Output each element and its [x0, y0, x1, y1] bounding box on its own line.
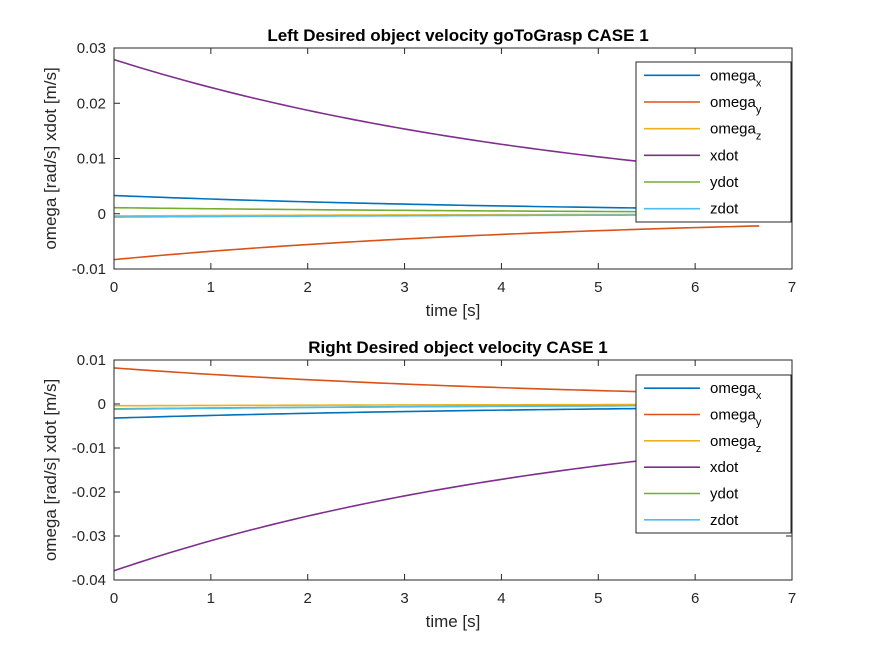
x-tick-label: 6	[691, 279, 699, 296]
x-tick-label: 2	[304, 279, 312, 296]
x-tick-label: 5	[594, 590, 602, 607]
x-axis-label: time [s]	[426, 612, 481, 631]
x-tick-label: 4	[497, 590, 505, 607]
x-tick-label: 1	[207, 590, 215, 607]
legend-entry-label: xdot	[710, 147, 739, 164]
y-tick-label: 0	[98, 206, 106, 223]
legend-entry-label: xdot	[710, 459, 739, 476]
chart-2: 0 1 2 3 4 5 6 7 -0.04 -0.03 -0.02 -0.01 0 0.01 Right D…	[41, 338, 796, 631]
y-tick-label: -0.02	[72, 484, 106, 501]
legend: omegax omegay omegaz xdot ydot zdot	[635, 374, 792, 534]
y-tick-label: 0	[98, 396, 106, 413]
legend: omegax omegay omegaz xdot ydot zdot	[635, 61, 792, 223]
x-tick-label: 1	[207, 279, 215, 296]
x-axis-label: time [s]	[426, 301, 481, 320]
series-line-omega-y	[113, 225, 760, 261]
legend-box	[635, 374, 792, 534]
x-tick-label: 3	[400, 279, 408, 296]
legend-entry-label: omegaz	[710, 433, 761, 455]
chart-title: Right Desired object velocity CASE 1	[308, 338, 607, 357]
legend-entry-label: omegax	[710, 380, 762, 402]
legend-box	[635, 61, 792, 223]
x-tick-label: 2	[304, 590, 312, 607]
chart-title: Left Desired object velocity goToGrasp C…	[267, 26, 648, 45]
legend-entry-label: omegay	[710, 94, 762, 116]
legend-entry-label: zdot	[710, 512, 739, 529]
legend-entry-label: ydot	[710, 486, 739, 503]
legend-entry-label: omegaz	[710, 121, 761, 143]
y-tick-label: 0.01	[77, 151, 106, 168]
y-tick-label: -0.01	[72, 261, 106, 278]
y-tick-label: -0.01	[72, 440, 106, 457]
x-tick-label: 4	[497, 279, 505, 296]
legend-entry-label: omegax	[710, 67, 762, 89]
legend-entry-label: ydot	[710, 174, 739, 191]
legend-entry-label: zdot	[710, 201, 739, 218]
x-tick-label: 7	[788, 279, 796, 296]
axes-box	[113, 359, 793, 581]
x-tick-label: 0	[110, 279, 118, 296]
y-tick-label: -0.03	[72, 528, 106, 545]
y-tick-label: 0.03	[77, 40, 106, 57]
x-tick-label: 7	[788, 590, 796, 607]
x-tick-label: 3	[400, 590, 408, 607]
y-tick-label: 0.01	[77, 352, 106, 369]
y-tick-label: 0.02	[77, 95, 106, 112]
y-axis-label: omega [rad/s] xdot [m/s]	[41, 379, 60, 561]
y-tick-label: -0.04	[72, 572, 106, 589]
y-axis-label: omega [rad/s] xdot [m/s]	[41, 67, 60, 249]
x-tick-label: 0	[110, 590, 118, 607]
x-tick-label: 6	[691, 590, 699, 607]
x-tick-label: 5	[594, 279, 602, 296]
legend-entry-label: omegay	[710, 407, 762, 429]
